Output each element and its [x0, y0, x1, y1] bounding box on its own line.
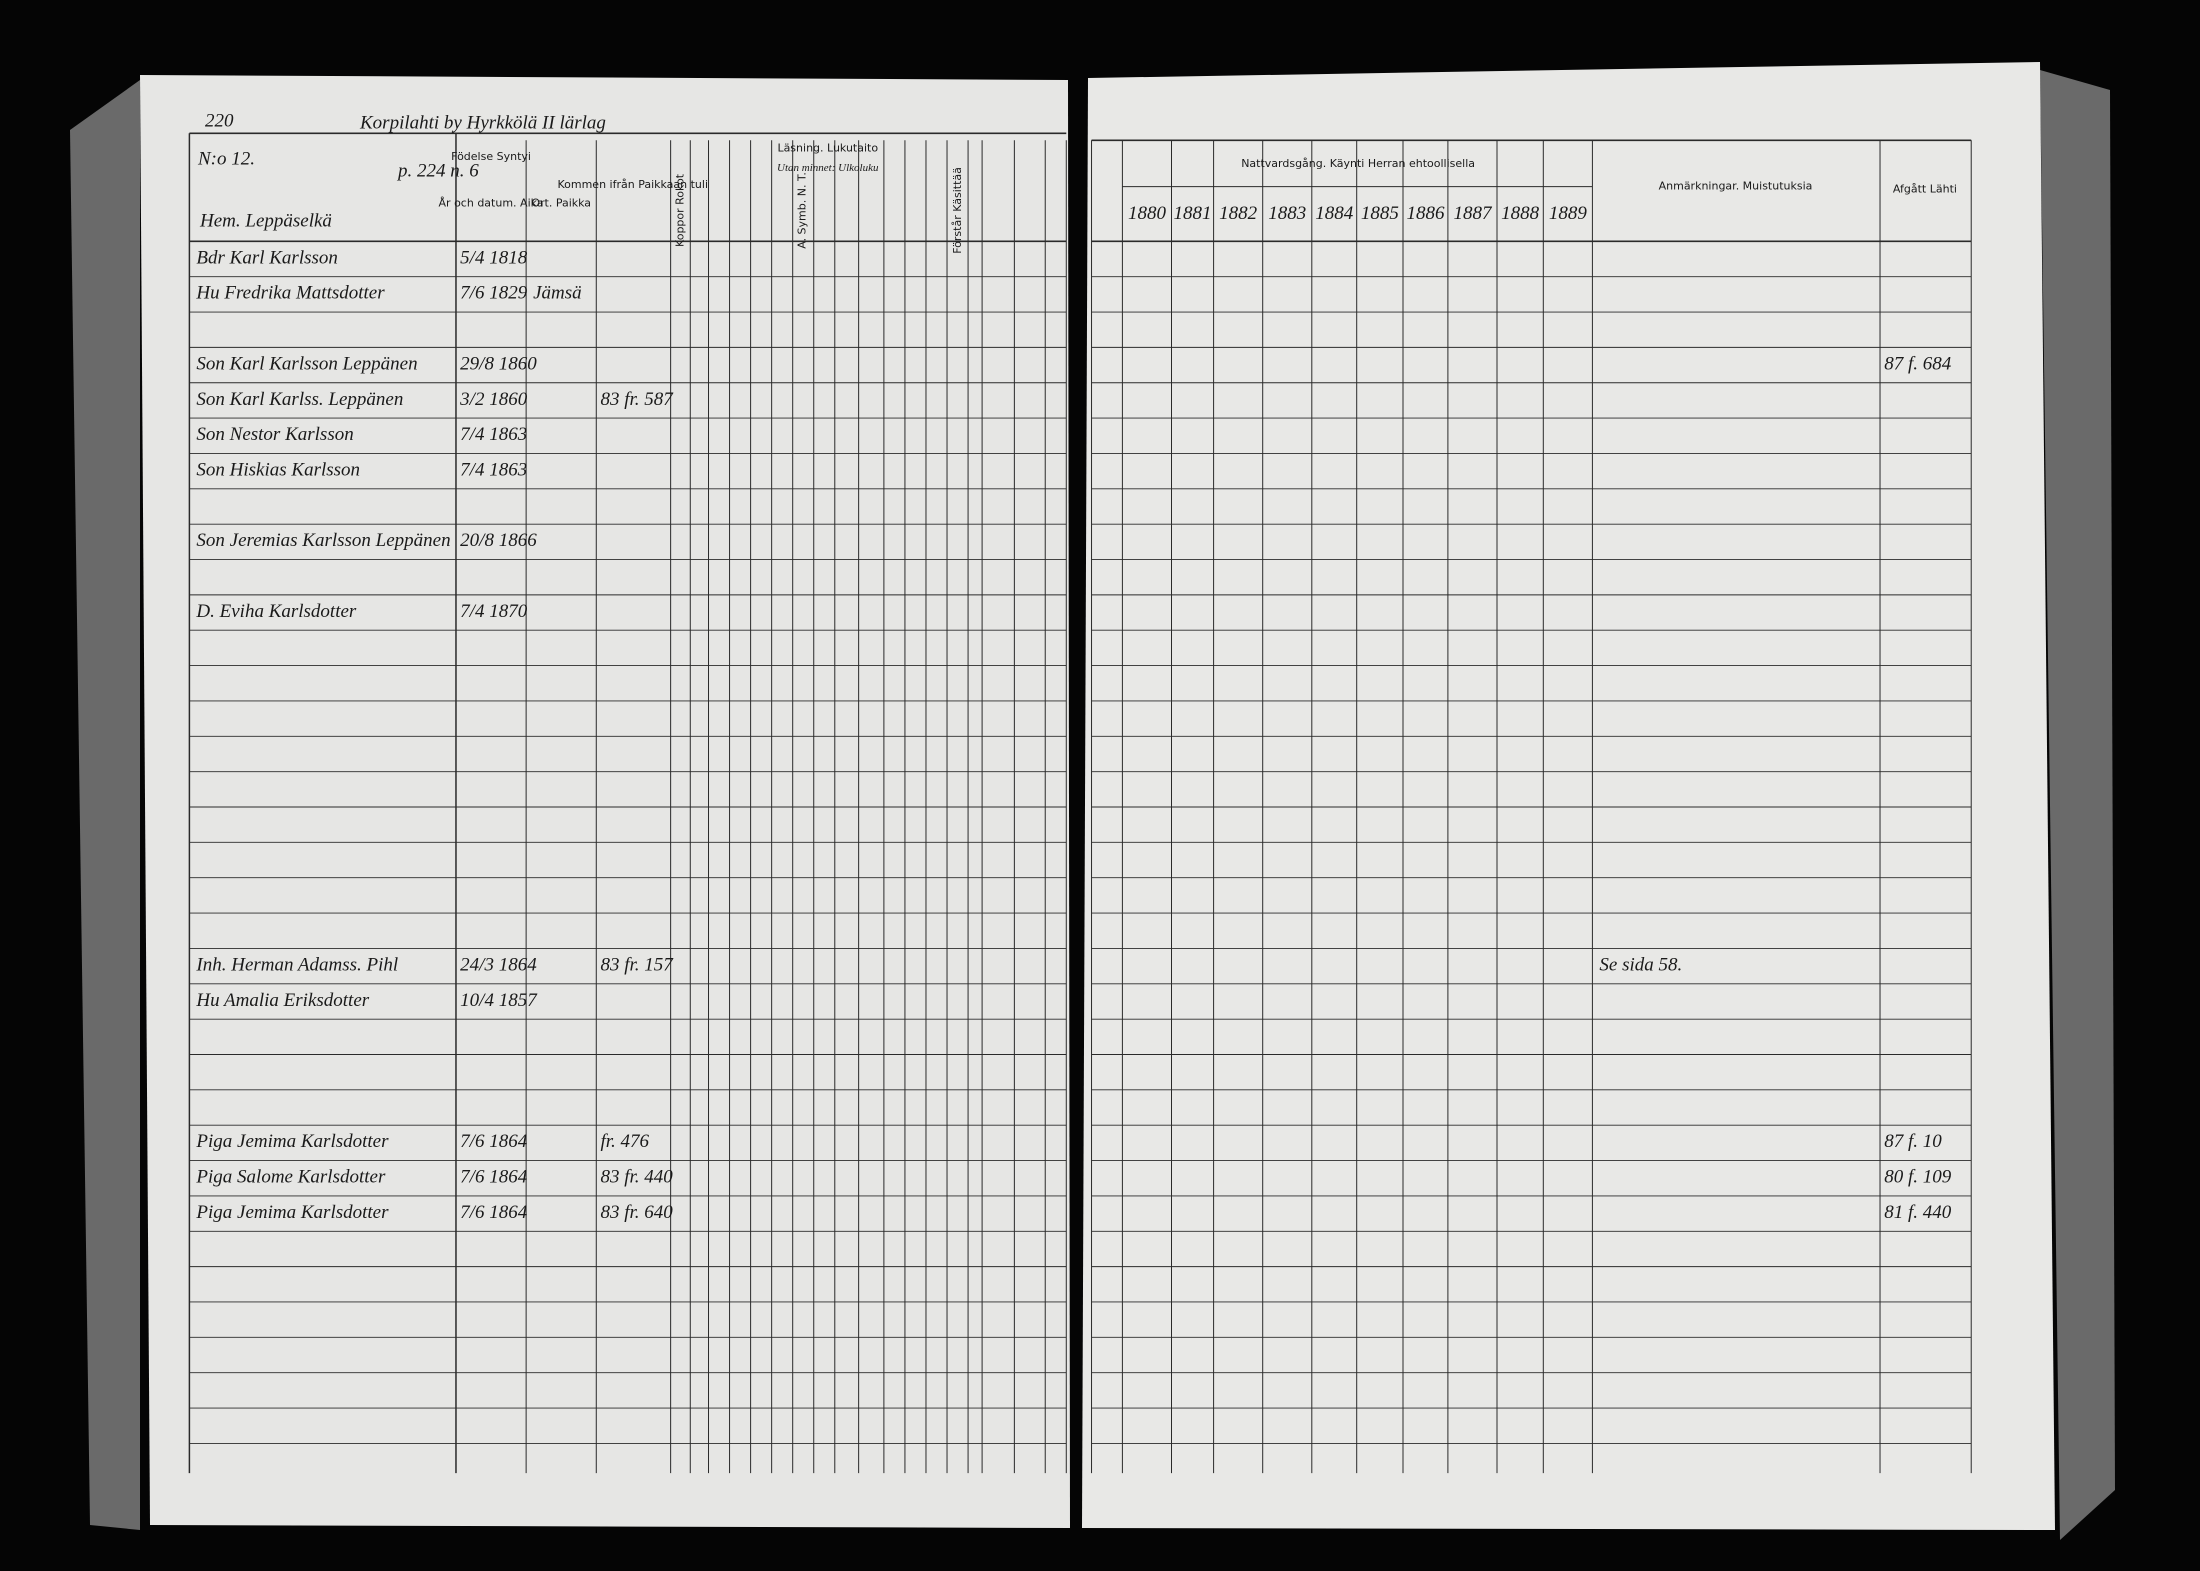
birth-date: 7/6 1864: [460, 1167, 528, 1188]
birth-date: 7/6 1864: [460, 1131, 528, 1152]
year-header: 1885: [1361, 203, 1399, 224]
year-header: 1889: [1549, 203, 1588, 224]
page-edge-right: [2040, 70, 2115, 1540]
remark: Se sida 58.: [1599, 954, 1682, 975]
year-header: 1888: [1501, 203, 1540, 224]
birth-date: 29/8 1860: [460, 353, 537, 374]
page-ref: p. 224 n. 6: [396, 160, 479, 181]
birth-date: 7/6 1829: [460, 283, 528, 304]
person-name: Son Karl Karlsson Leppänen: [196, 353, 417, 374]
year-header: 1883: [1268, 203, 1306, 224]
page-number: 220: [205, 110, 234, 131]
came-from: 83 fr. 587: [600, 389, 674, 410]
person-name: Son Nestor Karlsson: [196, 424, 353, 445]
person-name: Son Jeremias Karlsson Leppänen: [196, 530, 450, 551]
came-from: 83 fr. 640: [600, 1202, 673, 1223]
year-header: 1882: [1219, 203, 1258, 224]
column-header: Utan minnet: Ulkoluku: [777, 162, 879, 174]
year-header: 1884: [1315, 203, 1354, 224]
year-header: 1881: [1174, 203, 1212, 224]
departed: 80 f. 109: [1884, 1167, 1952, 1188]
birth-date: 24/3 1864: [460, 954, 537, 975]
column-header: År och datum. Aika: [439, 196, 544, 209]
birth-date: 5/4 1818: [460, 247, 528, 268]
departed: 87 f. 10: [1884, 1131, 1942, 1152]
page-title: Korpilahti by Hyrkkölä II lärlag: [359, 112, 606, 133]
column-header: Födelse Syntyi: [451, 150, 531, 163]
birth-date: 3/2 1860: [459, 389, 528, 410]
left-page: [140, 75, 1070, 1528]
household-number: N:o 12.: [197, 148, 255, 169]
came-from: fr. 476: [600, 1131, 649, 1152]
person-name: Inh. Herman Adamss. Pihl: [195, 954, 398, 975]
column-header: Anmärkningar. Muistutuksia: [1659, 180, 1813, 193]
departed: 87 f. 684: [1884, 353, 1952, 374]
column-header: Läsning. Lukutaito: [777, 142, 878, 155]
came-from: 83 fr. 440: [600, 1167, 673, 1188]
person-name: Hu Amalia Eriksdotter: [195, 990, 369, 1011]
right-page: [1082, 62, 2055, 1530]
column-header: Koppor Rokot: [673, 173, 686, 247]
came-from: 83 fr. 157: [600, 954, 674, 975]
column-header: Afgått Lähti: [1893, 182, 1957, 195]
column-header: A. Symb. N. T.: [796, 172, 809, 249]
person-name: Son Hiskias Karlsson: [196, 459, 360, 480]
birth-date: 7/4 1863: [460, 424, 527, 445]
birth-date: 10/4 1857: [460, 990, 538, 1011]
person-name: Son Karl Karlss. Leppänen: [196, 389, 403, 410]
birth-date: 7/4 1863: [460, 459, 527, 480]
person-name: Bdr Karl Karlsson: [196, 247, 337, 268]
person-name: Hu Fredrika Mattsdotter: [195, 283, 385, 304]
column-header: Ort. Paikka: [531, 196, 591, 209]
year-header: 1886: [1406, 203, 1445, 224]
birth-place: Jämsä: [533, 283, 582, 304]
page-edge-left: [70, 80, 140, 1530]
year-header: 1887: [1453, 203, 1493, 224]
birth-date: 20/8 1866: [460, 530, 537, 551]
person-name: D. Eviha Karlsdotter: [195, 601, 357, 622]
person-name: Piga Jemima Karlsdotter: [195, 1131, 389, 1152]
column-header: Förstår Käsittää: [951, 167, 964, 254]
person-name: Piga Salome Karlsdotter: [195, 1167, 386, 1188]
birth-date: 7/6 1864: [460, 1202, 528, 1223]
column-header: Kommen ifrån Paikkaan tuli: [557, 178, 708, 191]
year-header: 1880: [1128, 203, 1167, 224]
person-name: Piga Jemima Karlsdotter: [195, 1202, 389, 1223]
departed: 81 f. 440: [1884, 1202, 1952, 1223]
column-header: Nattvardsgång. Käynti Herran ehtoollisel…: [1241, 157, 1475, 170]
birth-date: 7/4 1870: [460, 601, 528, 622]
section-heading: Hem. Leppäselkä: [199, 210, 332, 231]
